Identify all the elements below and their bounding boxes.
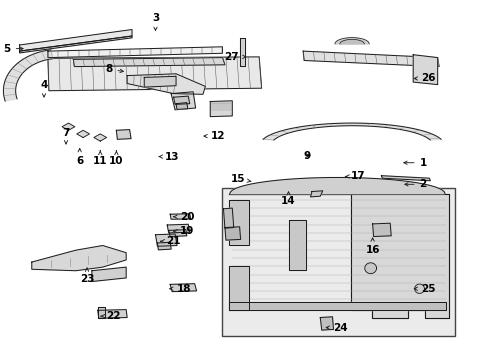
Text: 17: 17	[345, 171, 365, 181]
Text: 5: 5	[3, 44, 23, 54]
Polygon shape	[98, 310, 127, 318]
Polygon shape	[414, 284, 424, 293]
Polygon shape	[263, 123, 440, 140]
Polygon shape	[48, 47, 222, 58]
Polygon shape	[372, 223, 390, 237]
Text: 6: 6	[76, 149, 83, 166]
Polygon shape	[239, 38, 245, 66]
Polygon shape	[62, 123, 75, 130]
Text: 18: 18	[169, 284, 191, 294]
Text: 15: 15	[230, 174, 250, 184]
Text: 16: 16	[365, 238, 379, 255]
Polygon shape	[20, 30, 132, 51]
Text: 24: 24	[325, 323, 347, 333]
Polygon shape	[228, 194, 448, 318]
Text: 14: 14	[281, 192, 295, 206]
Polygon shape	[228, 302, 445, 310]
Polygon shape	[364, 263, 376, 274]
Polygon shape	[94, 134, 106, 141]
Polygon shape	[170, 214, 190, 219]
Polygon shape	[116, 130, 131, 139]
Polygon shape	[77, 130, 89, 138]
Polygon shape	[223, 208, 233, 228]
Text: 22: 22	[101, 311, 121, 321]
Polygon shape	[3, 50, 53, 101]
Polygon shape	[320, 317, 333, 330]
Polygon shape	[157, 242, 171, 250]
Text: 4: 4	[40, 80, 48, 97]
Polygon shape	[168, 230, 186, 237]
Polygon shape	[167, 224, 189, 233]
Text: 12: 12	[203, 131, 225, 141]
Polygon shape	[73, 58, 224, 67]
Polygon shape	[144, 76, 176, 87]
Polygon shape	[339, 40, 364, 44]
Polygon shape	[171, 92, 195, 110]
Polygon shape	[303, 51, 438, 67]
Text: 9: 9	[303, 150, 310, 161]
Text: 20: 20	[174, 212, 194, 222]
Polygon shape	[334, 38, 368, 44]
Polygon shape	[170, 284, 196, 292]
Text: 23: 23	[80, 268, 94, 284]
Text: 13: 13	[159, 152, 180, 162]
Text: 7: 7	[62, 127, 70, 144]
Text: 25: 25	[413, 284, 435, 294]
Polygon shape	[127, 74, 205, 94]
Polygon shape	[224, 227, 240, 240]
Text: 26: 26	[413, 73, 435, 84]
Text: 1: 1	[403, 158, 426, 168]
Bar	[222, 188, 454, 336]
Polygon shape	[228, 266, 249, 310]
Polygon shape	[20, 36, 132, 53]
Text: 10: 10	[109, 151, 123, 166]
Polygon shape	[173, 96, 189, 104]
Text: 3: 3	[152, 13, 159, 30]
Text: 19: 19	[174, 226, 194, 236]
Polygon shape	[210, 101, 232, 117]
Polygon shape	[32, 246, 126, 271]
Polygon shape	[98, 307, 105, 318]
Polygon shape	[92, 267, 126, 282]
Text: 8: 8	[105, 64, 123, 74]
Polygon shape	[310, 191, 322, 197]
Polygon shape	[381, 176, 429, 181]
Text: 11: 11	[93, 151, 107, 166]
Text: 27: 27	[224, 52, 245, 62]
Polygon shape	[412, 55, 437, 85]
Polygon shape	[48, 57, 261, 91]
Polygon shape	[228, 200, 249, 245]
Text: 21: 21	[161, 236, 181, 246]
Polygon shape	[176, 103, 187, 109]
Polygon shape	[229, 177, 444, 194]
Polygon shape	[155, 234, 177, 246]
Polygon shape	[288, 220, 305, 270]
Text: 2: 2	[404, 179, 426, 189]
